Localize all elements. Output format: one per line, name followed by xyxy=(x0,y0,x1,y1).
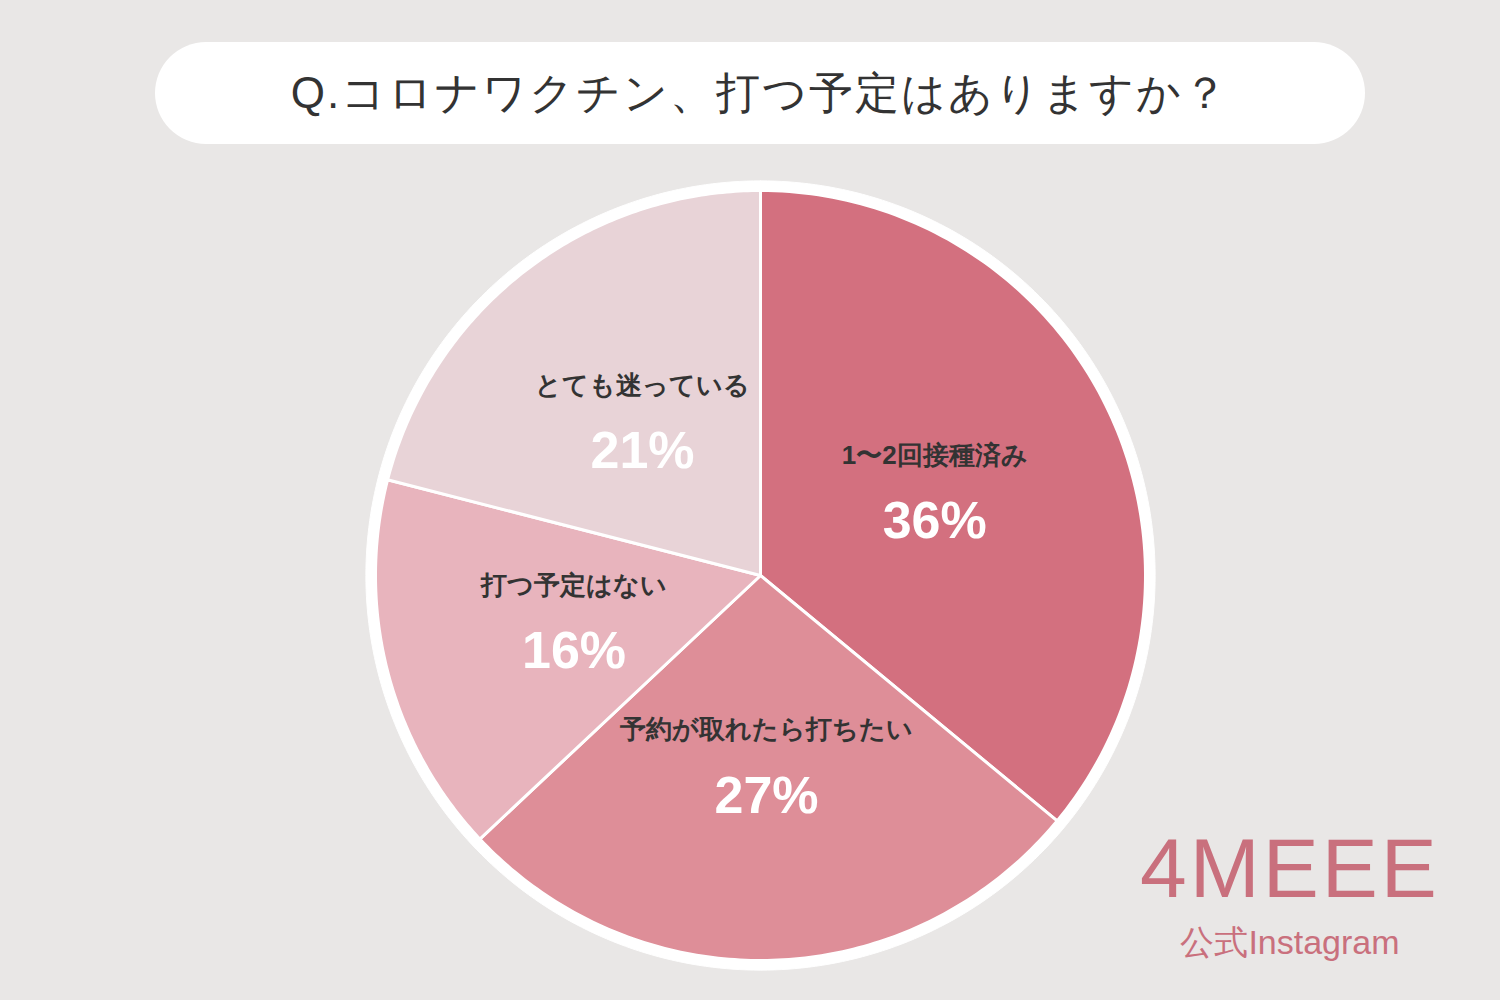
svg-text:打つ予定はない: 打つ予定はない xyxy=(480,570,667,600)
html-text:Q.コロナワクチン、打つ予定はありますか？: Q.コロナワクチン、打つ予定はありますか？ xyxy=(290,68,1230,117)
svg-text:21%: 21% xyxy=(590,421,694,479)
svg-text:36%: 36% xyxy=(883,491,987,549)
html-text:4MEEE: 4MEEE xyxy=(1140,821,1440,915)
svg-text:27%: 27% xyxy=(715,766,819,824)
svg-text:とても迷っている: とても迷っている xyxy=(535,370,750,400)
svg-text:16%: 16% xyxy=(522,621,626,679)
svg-text:予約が取れたら打ちたい: 予約が取れたら打ちたい xyxy=(619,714,913,744)
svg-text:1〜2回接種済み: 1〜2回接種済み xyxy=(842,440,1028,470)
html-text:公式Instagram: 公式Instagram xyxy=(1180,923,1400,961)
